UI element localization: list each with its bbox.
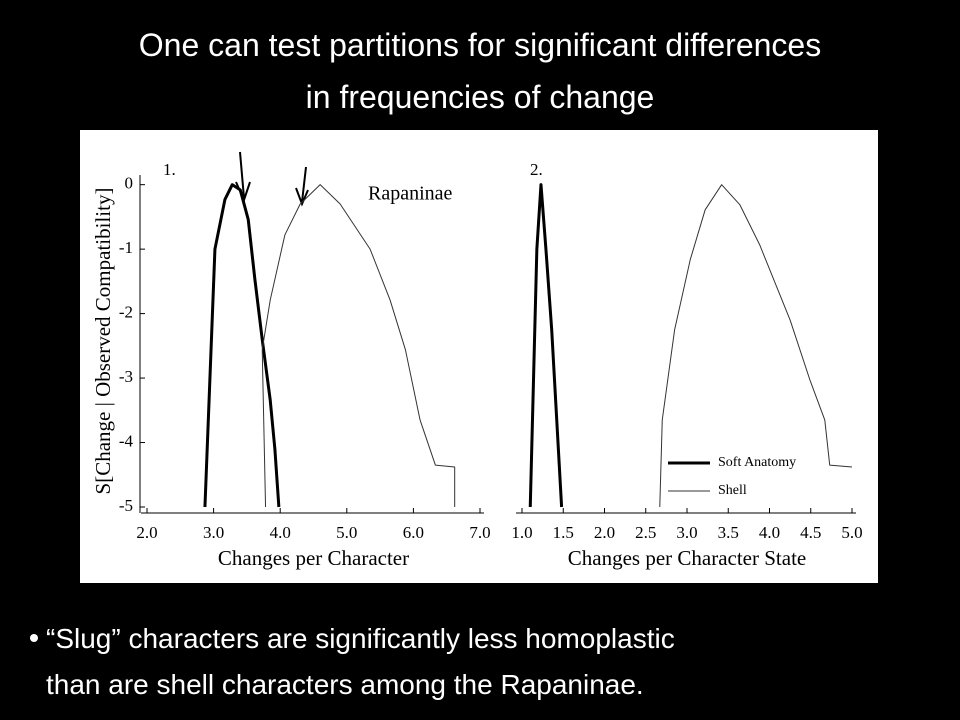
y-tick-label: -4 <box>119 431 134 450</box>
y-tick-label: -2 <box>119 303 133 322</box>
legend-label: Soft Anatomy <box>718 455 796 470</box>
x-tick-label: 3.5 <box>718 523 739 542</box>
x-tick-label: 3.0 <box>676 523 697 542</box>
x-tick-label: 6.0 <box>403 523 424 542</box>
panel-label: 1. <box>163 160 176 179</box>
x-tick-label: 2.0 <box>594 523 615 542</box>
y-tick-label: -1 <box>119 238 133 257</box>
x-axis-label: Changes per Character <box>218 546 409 570</box>
x-tick-label: 7.0 <box>469 523 490 542</box>
y-tick-label: -3 <box>119 367 133 386</box>
x-tick-label: 4.0 <box>759 523 780 542</box>
x-tick-label: 5.0 <box>841 523 862 542</box>
x-tick-label: 2.0 <box>136 523 157 542</box>
bullet-dot <box>30 634 38 642</box>
x-axis-label: Changes per Character State <box>568 546 807 570</box>
y-tick-label: 0 <box>125 174 134 193</box>
x-tick-label: 1.5 <box>553 523 574 542</box>
series-line <box>203 183 281 508</box>
series-line <box>261 184 456 508</box>
x-tick-label: 5.0 <box>336 523 357 542</box>
y-axis-label: S[Change | Observed Compatibility] <box>91 188 115 495</box>
x-tick-label: 1.0 <box>511 523 532 542</box>
x-tick-label: 3.0 <box>203 523 224 542</box>
y-tick-label: -5 <box>119 496 133 515</box>
x-tick-label: 2.5 <box>635 523 656 542</box>
x-tick-label: 4.0 <box>270 523 291 542</box>
panel-label: 2. <box>530 160 543 179</box>
legend-label: Shell <box>718 483 747 498</box>
bullet-text: “Slug” characters are significantly less… <box>46 623 675 654</box>
figure-background <box>80 130 878 583</box>
slide-title: One can test partitions for significant … <box>139 27 821 63</box>
series-line <box>659 184 853 508</box>
annotation: Rapaninae <box>368 183 453 205</box>
slide-title: in frequencies of change <box>306 79 655 115</box>
series-line <box>528 183 564 508</box>
x-tick-label: 4.5 <box>800 523 821 542</box>
bullet-text: than are shell characters among the Rapa… <box>46 669 644 700</box>
